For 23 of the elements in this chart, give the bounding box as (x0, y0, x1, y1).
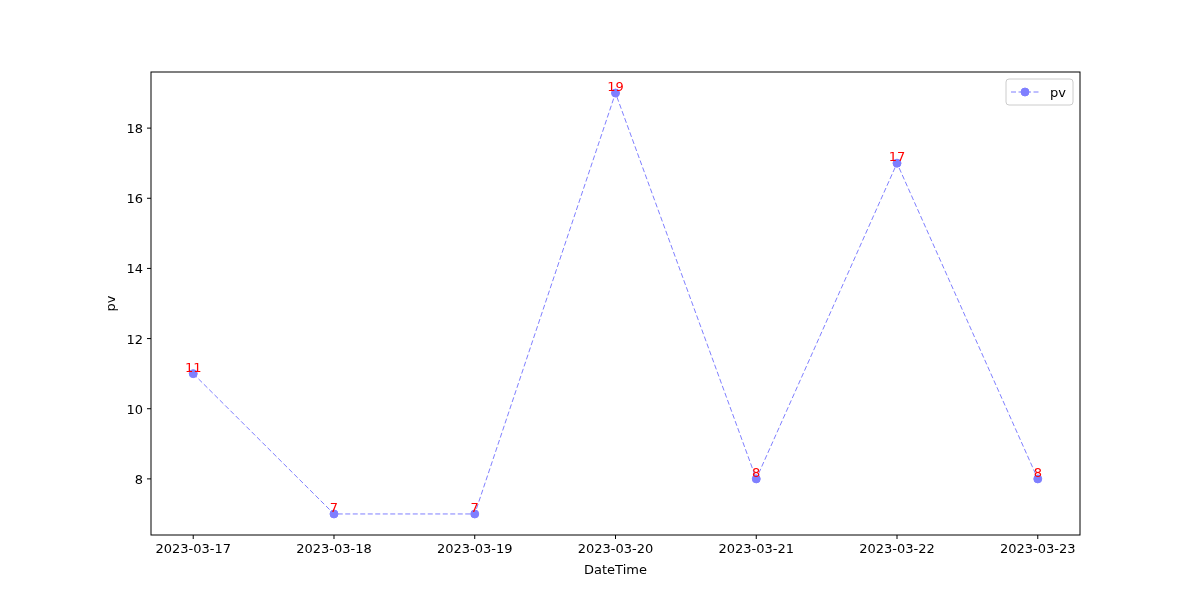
x-tick-label: 2023-03-21 (718, 541, 795, 556)
data-label: 7 (470, 499, 479, 515)
y-tick-label: 18 (126, 121, 143, 137)
y-tick-label: 8 (134, 471, 143, 487)
data-label: 11 (184, 359, 202, 375)
data-label: 8 (1033, 464, 1042, 480)
y-tick-label: 14 (126, 261, 143, 277)
x-tick-label: 2023-03-22 (859, 541, 935, 556)
legend-label: pv (1050, 85, 1067, 100)
data-label: 7 (329, 499, 339, 515)
x-tick-label: 2023-03-17 (155, 541, 232, 556)
data-label: 8 (752, 464, 761, 480)
x-tick-label: 2023-03-20 (577, 541, 654, 556)
y-axis-title: pv (103, 295, 118, 312)
y-tick-label: 12 (126, 331, 143, 347)
data-label: 17 (888, 149, 906, 165)
x-tick-label: 2023-03-19 (436, 541, 513, 556)
y-tick-label: 10 (126, 401, 143, 417)
x-axis-title: DateTime (584, 562, 647, 577)
x-tick-label: 2023-03-23 (999, 541, 1076, 556)
x-tick-label: 2023-03-18 (296, 541, 372, 556)
data-label: 19 (607, 79, 624, 95)
y-tick-label: 16 (126, 191, 143, 207)
